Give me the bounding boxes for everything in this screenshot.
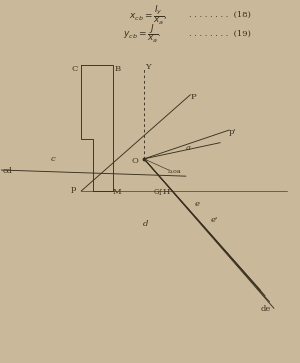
Text: c: c: [51, 155, 55, 163]
Text: d: d: [143, 220, 148, 228]
Text: de: de: [260, 305, 271, 313]
Text: P: P: [191, 93, 197, 101]
Text: e': e': [211, 216, 218, 224]
Text: . . . . . . . .  (18): . . . . . . . . (18): [189, 11, 251, 19]
Text: p: p: [70, 185, 76, 193]
Text: cd: cd: [2, 167, 12, 175]
Text: O: O: [132, 157, 139, 165]
Text: e: e: [195, 200, 200, 208]
Text: $y_{cb} = \dfrac{J}{x_a}.$: $y_{cb} = \dfrac{J}{x_a}.$: [123, 23, 162, 45]
Text: B: B: [114, 65, 120, 73]
Text: $x_{cb} = \dfrac{I_y}{x_a},$: $x_{cb} = \dfrac{I_y}{x_a},$: [129, 4, 168, 27]
Text: b,oa: b,oa: [168, 168, 182, 173]
Text: G: G: [153, 188, 159, 196]
Text: Y: Y: [145, 63, 151, 71]
Text: a: a: [186, 144, 191, 152]
Text: . . . . . . . .  (19): . . . . . . . . (19): [189, 30, 251, 38]
Text: p': p': [229, 128, 236, 136]
Text: f: f: [158, 189, 161, 197]
Text: H: H: [163, 188, 170, 196]
Text: M: M: [113, 188, 122, 196]
Text: C: C: [72, 65, 78, 73]
